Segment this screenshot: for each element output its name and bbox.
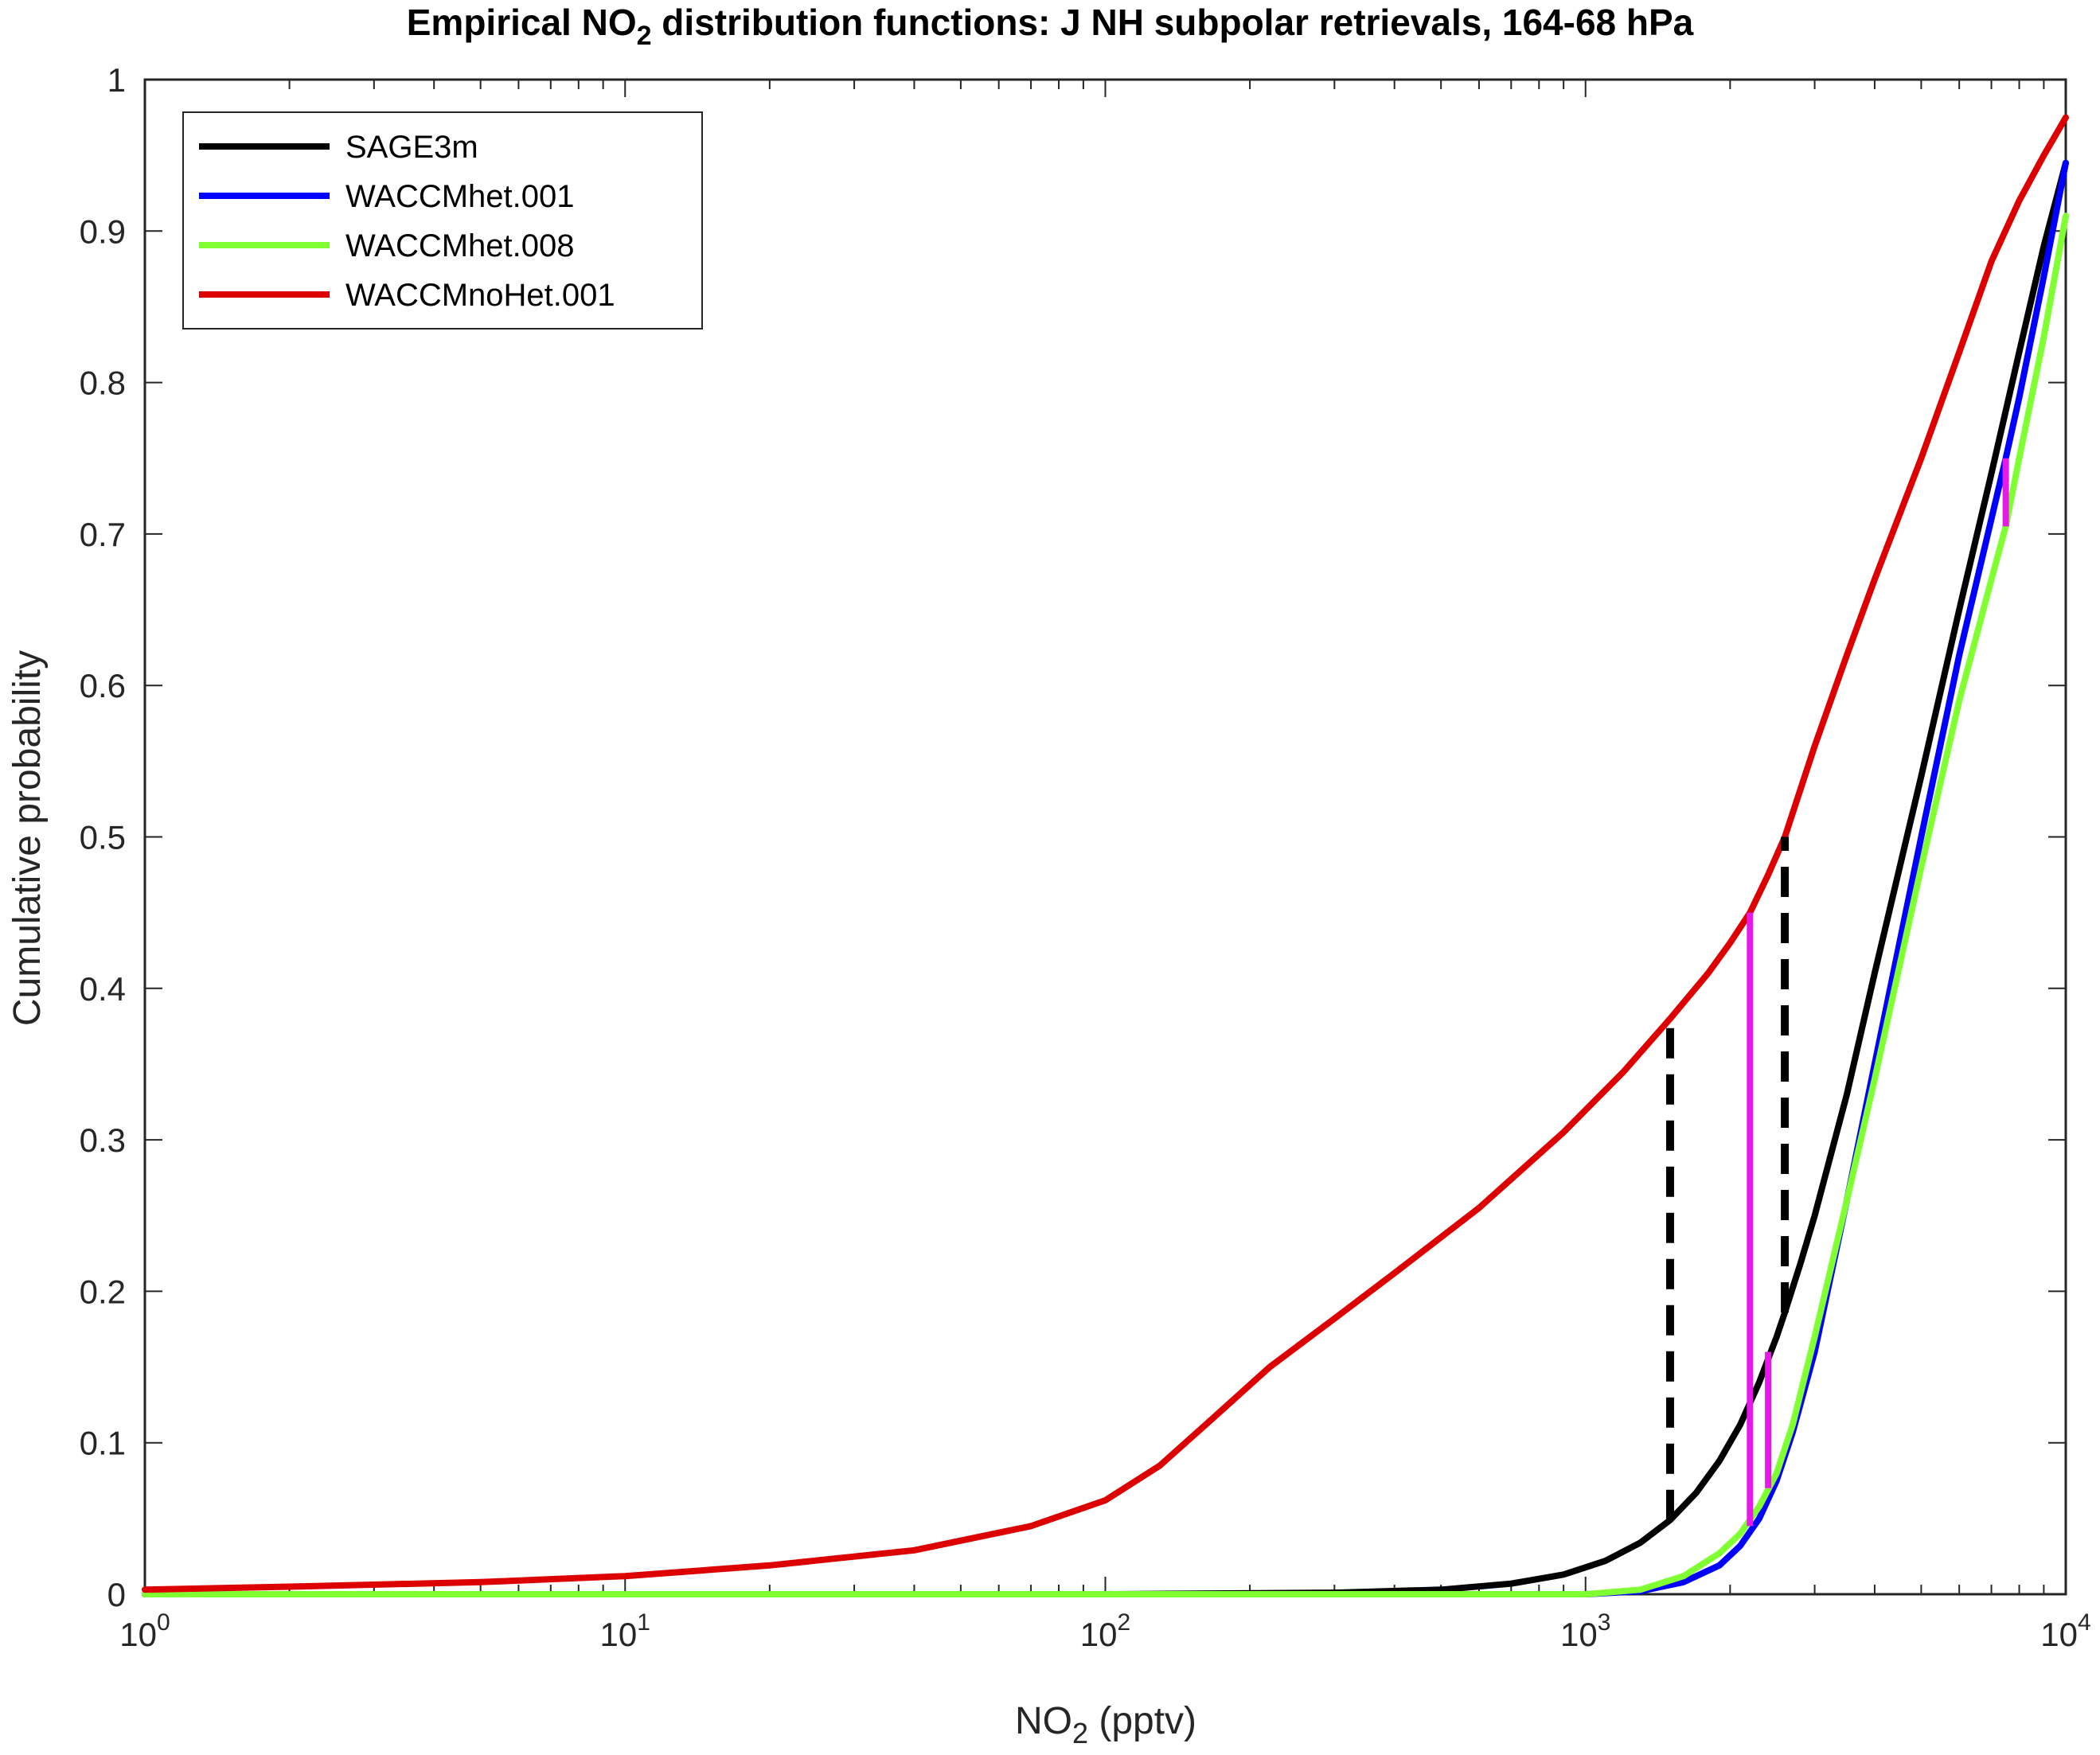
- legend-label: WACCMhet.008: [345, 228, 575, 263]
- series-line-waccmnohet-001: [142, 114, 2069, 1593]
- y-tick-label: 0.2: [80, 1273, 126, 1310]
- x-tick-label: 103: [1560, 1609, 1610, 1653]
- y-tick-label: 0.6: [80, 667, 126, 704]
- legend: SAGE3m WACCMhet.001 WACCMhet.008 WACCMnoHet…: [182, 111, 703, 330]
- xlabel-sub: 2: [1072, 1717, 1088, 1749]
- x-axis-label: NO2 (pptv): [1015, 1700, 1196, 1749]
- x-tick-label: 102: [1080, 1609, 1130, 1653]
- x-tick-label: 100: [119, 1609, 170, 1653]
- title-post: distribution functions: J NH subpolar re…: [652, 2, 1694, 43]
- y-tick-label: 0.1: [80, 1425, 126, 1462]
- y-tick-label: 0.3: [80, 1121, 126, 1159]
- y-tick-labels: 0 0.1 0.2 0.3 0.4 0.5 0.6 0.7 0.8 0.9 1: [80, 61, 126, 1613]
- title-sub: 2: [637, 21, 652, 51]
- series-line-sage3m: [142, 159, 2069, 1597]
- legend-label: SAGE3m: [345, 130, 478, 165]
- title-pre: Empirical NO: [407, 2, 637, 43]
- y-tick-label: 0.7: [80, 516, 126, 553]
- x-tick-label: 104: [2040, 1609, 2090, 1653]
- legend-label: WACCMnoHet.001: [345, 278, 615, 313]
- y-tick-label: 0.9: [80, 213, 126, 250]
- x-tick-label: 101: [600, 1609, 650, 1653]
- legend-label: WACCMhet.001: [345, 179, 575, 214]
- y-tick-label: 0.5: [80, 819, 126, 856]
- chart-title: Empirical NO2 distribution functions: J …: [407, 2, 1694, 51]
- x-tick-labels: 100 101 102 103 104: [119, 1609, 2090, 1653]
- annotation-layer: [1665, 458, 2009, 1527]
- series-line-waccmhet-008: [142, 213, 2069, 1597]
- xlabel-pre: NO: [1015, 1700, 1072, 1742]
- y-tick-label: 0.4: [80, 970, 126, 1008]
- xlabel-post: (pptv): [1088, 1700, 1196, 1742]
- y-tick-label: 0.8: [80, 365, 126, 402]
- y-tick-label: 0: [107, 1576, 126, 1613]
- y-axis-label: Cumulative probability: [6, 650, 49, 1026]
- y-tick-label: 1: [107, 61, 126, 99]
